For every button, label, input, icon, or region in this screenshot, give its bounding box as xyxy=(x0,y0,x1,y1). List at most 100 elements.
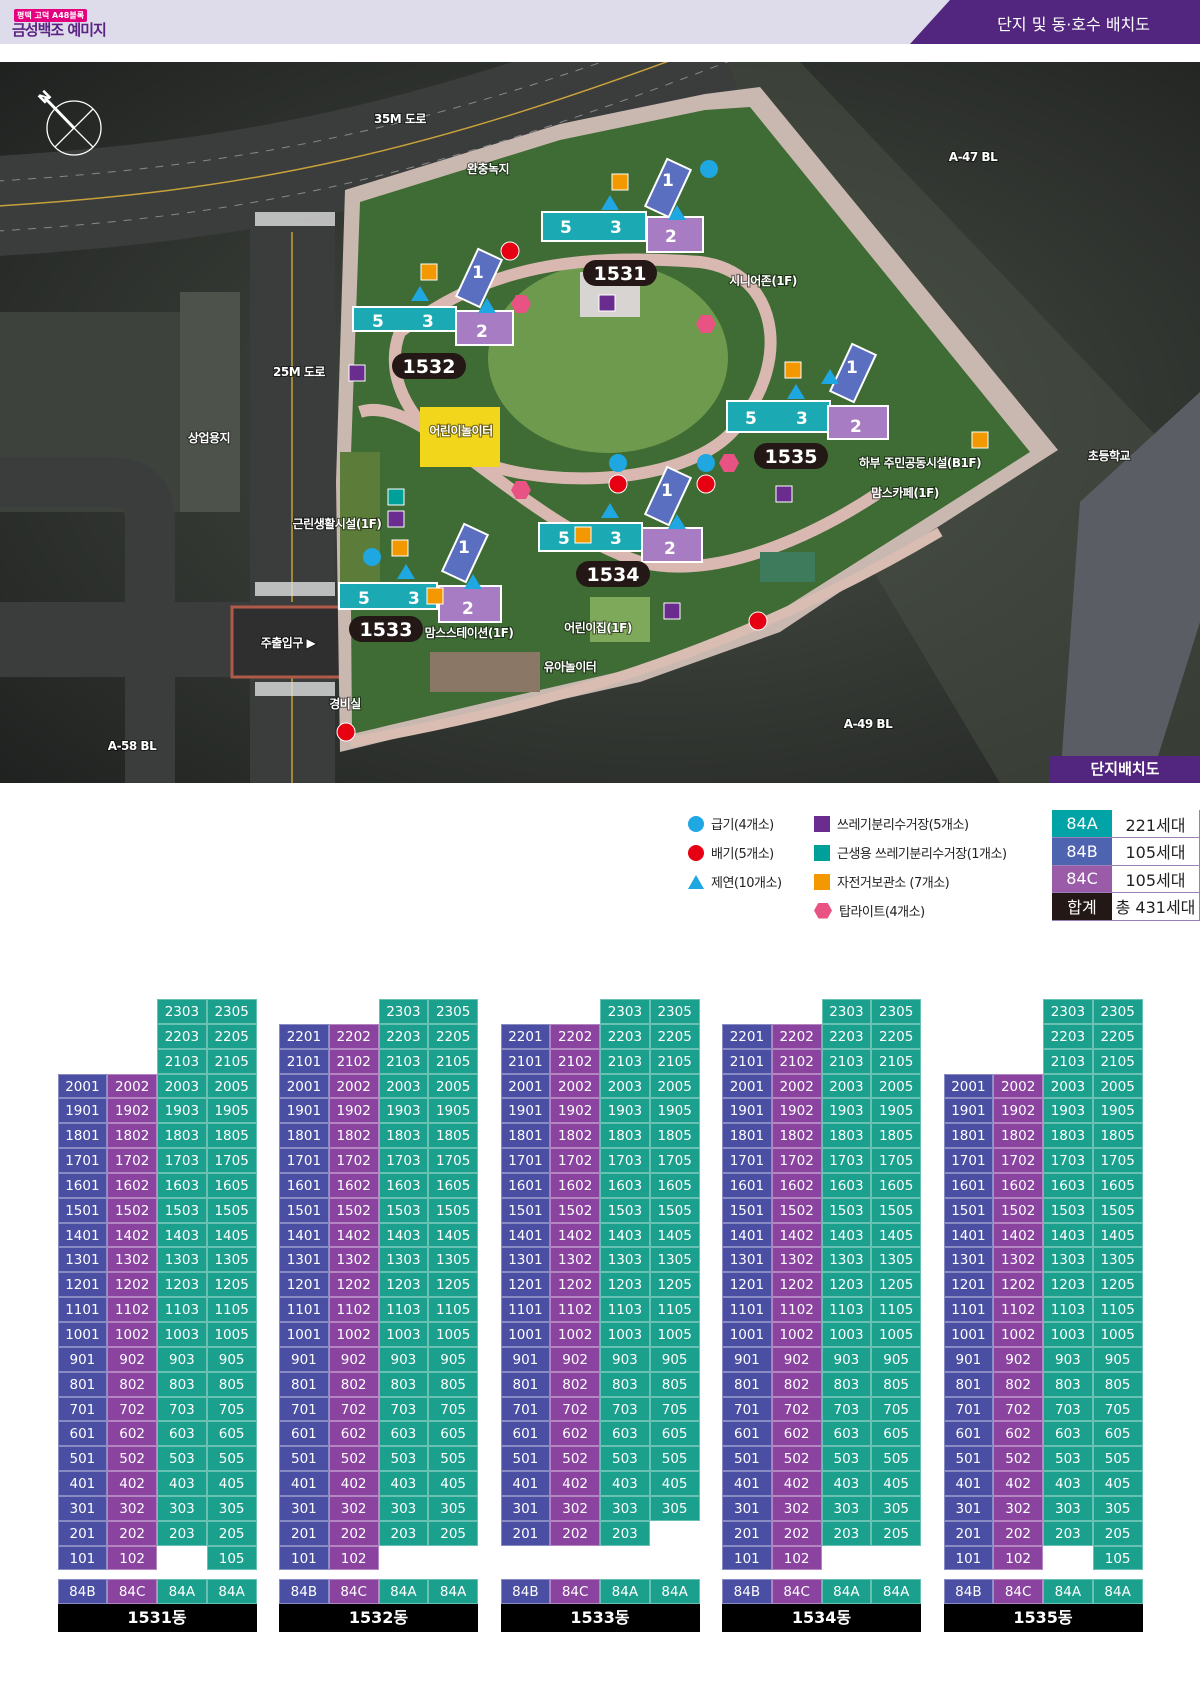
unit-cell[interactable]: 1403 xyxy=(378,1222,429,1248)
unit-cell[interactable]: 805 xyxy=(1092,1371,1143,1397)
unit-cell[interactable]: 1602 xyxy=(328,1172,379,1198)
unit-cell[interactable]: 1605 xyxy=(428,1172,478,1198)
unit-cell[interactable]: 503 xyxy=(821,1446,872,1472)
unit-cell[interactable]: 1802 xyxy=(550,1123,600,1149)
unit-cell[interactable]: 2105 xyxy=(871,1048,921,1074)
unit-cell[interactable]: 605 xyxy=(1092,1421,1143,1447)
unit-cell[interactable]: 2101 xyxy=(279,1048,329,1074)
unit-cell[interactable]: 601 xyxy=(722,1421,772,1447)
unit-cell[interactable]: 902 xyxy=(993,1346,1043,1372)
unit-cell[interactable]: 302 xyxy=(328,1495,379,1521)
unit-cell[interactable]: 701 xyxy=(943,1396,994,1422)
unit-cell[interactable]: 105 xyxy=(206,1545,257,1571)
unit-cell[interactable]: 502 xyxy=(771,1446,822,1472)
unit-cell[interactable]: 601 xyxy=(500,1421,551,1447)
unit-cell[interactable]: 302 xyxy=(993,1495,1043,1521)
unit-cell[interactable]: 1601 xyxy=(500,1172,551,1198)
unit-cell[interactable]: 803 xyxy=(157,1371,207,1397)
unit-cell[interactable]: 1402 xyxy=(550,1222,600,1248)
unit-cell[interactable]: 1501 xyxy=(500,1197,551,1223)
unit-cell[interactable]: 1302 xyxy=(550,1247,600,1273)
unit-cell[interactable]: 2105 xyxy=(649,1048,700,1074)
unit-cell[interactable]: 401 xyxy=(57,1471,108,1496)
unit-cell[interactable]: 2003 xyxy=(157,1073,207,1099)
unit-cell[interactable]: 1703 xyxy=(1043,1148,1093,1173)
unit-cell[interactable]: 1603 xyxy=(1043,1172,1093,1198)
unit-cell[interactable]: 2003 xyxy=(378,1073,429,1099)
unit-cell[interactable]: 1302 xyxy=(771,1247,822,1273)
unit-cell[interactable]: 502 xyxy=(328,1446,379,1472)
unit-cell[interactable]: 502 xyxy=(550,1446,600,1472)
unit-cell[interactable]: 1105 xyxy=(1092,1297,1143,1322)
unit-cell[interactable]: 1702 xyxy=(771,1148,822,1173)
unit-cell[interactable]: 1005 xyxy=(1092,1321,1143,1347)
unit-cell[interactable]: 303 xyxy=(157,1495,207,1521)
unit-cell[interactable]: 1001 xyxy=(279,1321,329,1347)
unit-cell[interactable]: 1405 xyxy=(871,1222,921,1248)
unit-cell[interactable]: 801 xyxy=(500,1371,551,1397)
unit-cell[interactable]: 2202 xyxy=(550,1023,600,1049)
unit-cell[interactable]: 701 xyxy=(57,1396,108,1422)
unit-cell[interactable]: 1101 xyxy=(500,1297,551,1322)
unit-cell[interactable]: 1701 xyxy=(722,1148,772,1173)
unit-cell[interactable]: 1705 xyxy=(649,1148,700,1173)
unit-cell[interactable]: 1803 xyxy=(378,1123,429,1149)
label-main-entrance[interactable]: 주출입구 ▶ xyxy=(260,634,318,651)
unit-cell[interactable]: 2305 xyxy=(649,999,700,1024)
unit-cell[interactable]: 1503 xyxy=(378,1197,429,1223)
unit-cell[interactable]: 1002 xyxy=(993,1321,1043,1347)
unit-cell[interactable]: 203 xyxy=(378,1520,429,1546)
unit-cell[interactable]: 1705 xyxy=(1092,1148,1143,1173)
unit-cell[interactable]: 102 xyxy=(771,1545,822,1571)
unit-cell[interactable]: 303 xyxy=(378,1495,429,1521)
unit-cell[interactable]: 1603 xyxy=(157,1172,207,1198)
building-1533[interactable]: 5 3 2 1 xyxy=(338,522,502,623)
unit-cell[interactable]: 101 xyxy=(943,1545,994,1571)
unit-cell[interactable]: 1005 xyxy=(206,1321,257,1347)
unit-cell[interactable]: 1805 xyxy=(871,1123,921,1149)
unit-cell[interactable]: 305 xyxy=(1092,1495,1143,1521)
unit-cell[interactable]: 702 xyxy=(328,1396,379,1422)
unit-cell[interactable]: 1903 xyxy=(378,1098,429,1124)
unit-cell[interactable]: 1101 xyxy=(722,1297,772,1322)
building-1531[interactable]: 5 3 2 1 xyxy=(541,157,704,253)
unit-cell[interactable]: 1502 xyxy=(550,1197,600,1223)
unit-cell[interactable]: 1202 xyxy=(993,1272,1043,1298)
unit-cell[interactable]: 405 xyxy=(649,1471,700,1496)
unit-cell[interactable]: 1801 xyxy=(500,1123,551,1149)
unit-cell[interactable]: 1502 xyxy=(107,1197,157,1223)
unit-cell[interactable]: 1102 xyxy=(993,1297,1043,1322)
unit-cell[interactable]: 1501 xyxy=(722,1197,772,1223)
unit-cell[interactable]: 1805 xyxy=(206,1123,257,1149)
unit-cell[interactable]: 905 xyxy=(1092,1346,1143,1372)
unit-cell[interactable]: 2305 xyxy=(1092,999,1143,1024)
unit-cell[interactable]: 2101 xyxy=(722,1048,772,1074)
unit-cell[interactable]: 301 xyxy=(943,1495,994,1521)
unit-cell[interactable]: 803 xyxy=(378,1371,429,1397)
unit-cell[interactable]: 803 xyxy=(600,1371,650,1397)
unit-cell[interactable]: 803 xyxy=(1043,1371,1093,1397)
unit-cell[interactable]: 905 xyxy=(206,1346,257,1372)
unit-cell[interactable]: 1702 xyxy=(550,1148,600,1173)
unit-cell[interactable]: 1402 xyxy=(328,1222,379,1248)
unit-cell[interactable]: 1705 xyxy=(206,1148,257,1173)
unit-cell[interactable]: 1402 xyxy=(771,1222,822,1248)
unit-cell[interactable]: 305 xyxy=(206,1495,257,1521)
unit-cell[interactable]: 1601 xyxy=(943,1172,994,1198)
unit-cell[interactable]: 1203 xyxy=(600,1272,650,1298)
unit-cell[interactable]: 2003 xyxy=(821,1073,872,1099)
unit-cell[interactable]: 1503 xyxy=(600,1197,650,1223)
unit-cell[interactable]: 1202 xyxy=(328,1272,379,1298)
unit-cell[interactable]: 1001 xyxy=(943,1321,994,1347)
unit-cell[interactable]: 101 xyxy=(279,1545,329,1571)
unit-cell[interactable]: 1905 xyxy=(428,1098,478,1124)
unit-cell[interactable]: 303 xyxy=(1043,1495,1093,1521)
unit-cell[interactable]: 405 xyxy=(871,1471,921,1496)
unit-cell[interactable]: 1405 xyxy=(206,1222,257,1248)
unit-cell[interactable]: 1003 xyxy=(600,1321,650,1347)
unit-cell[interactable]: 1201 xyxy=(279,1272,329,1298)
unit-cell[interactable]: 1302 xyxy=(328,1247,379,1273)
unit-cell[interactable]: 1202 xyxy=(107,1272,157,1298)
unit-cell[interactable]: 902 xyxy=(107,1346,157,1372)
unit-cell[interactable]: 1101 xyxy=(279,1297,329,1322)
